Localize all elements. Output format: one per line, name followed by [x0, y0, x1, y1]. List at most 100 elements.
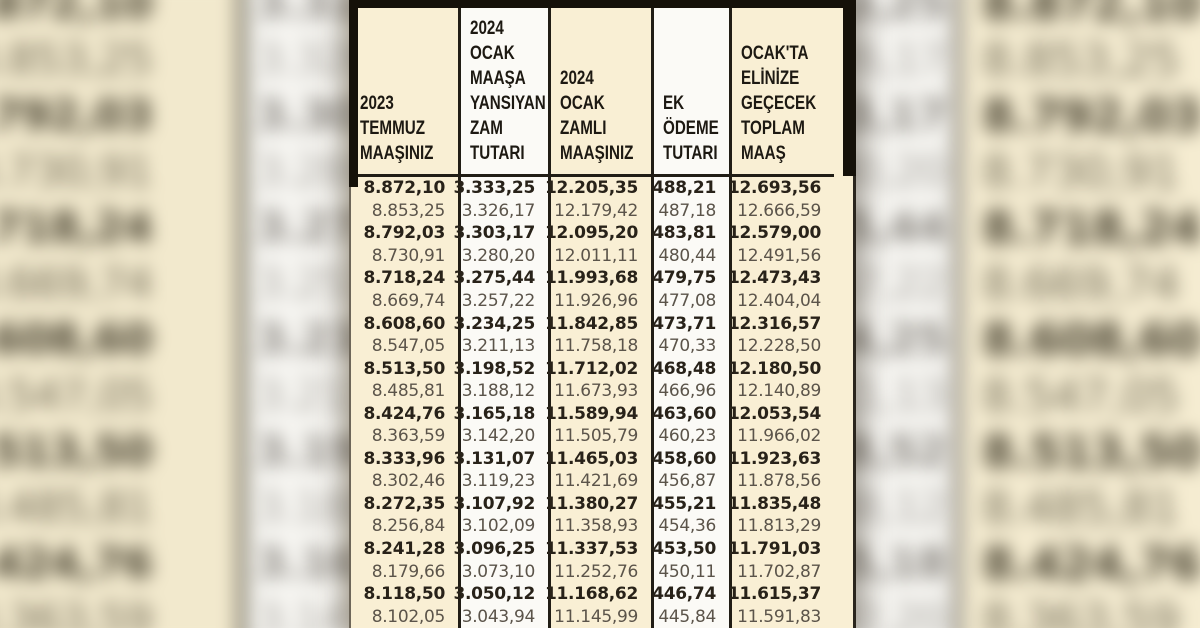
- background-blurred-number: 8.547,05: [0, 371, 153, 421]
- table-cell: 11.591,83: [737, 606, 821, 627]
- table-cell: 3.043,94: [461, 606, 536, 627]
- table-cell: 11.926,96: [554, 291, 638, 311]
- table-cell: 8.118,50: [363, 584, 446, 605]
- table-cell: 11.842,85: [544, 313, 638, 334]
- table-cell: 12.205,35: [544, 178, 638, 199]
- column-header-salary-july-2023: 2023 TEMMUZ MAAŞINIZ: [351, 8, 458, 177]
- table-body-edge-left: [349, 186, 351, 628]
- background-blurred-number: 8.513,50: [0, 427, 153, 477]
- table-cell: 470,33: [658, 336, 716, 357]
- table-cell: 3.107,92: [453, 493, 536, 514]
- table-cell: 460,23: [658, 426, 716, 447]
- column-extra-payment: EK ÖDEME TUTARI 488,21 487,18 483,81 480,44 4…: [651, 8, 729, 628]
- background-blurred-number: 8.730,91: [0, 147, 153, 197]
- table-cell: 3.073,10: [461, 561, 536, 582]
- table-cell: 8.669,74: [371, 291, 446, 311]
- table-cell: 466,96: [658, 381, 716, 402]
- table-cell: 3.142,20: [461, 426, 536, 447]
- table-cell: 11.878,56: [737, 471, 821, 492]
- table-cell: 12.053,54: [727, 403, 821, 424]
- table-cell: 3.165,18: [453, 403, 536, 424]
- table-cell: 12.693,56: [727, 178, 821, 199]
- background-blurred-number: 8.363,59: [982, 593, 1180, 628]
- table-cell: 11.835,48: [727, 493, 821, 514]
- table-cell: 8.363,59: [371, 426, 446, 447]
- background-cream-band-left: [0, 0, 238, 628]
- background-blurred-number: 8.485,81: [982, 481, 1180, 535]
- salary-table: 2023 TEMMUZ MAAŞINIZ 8.872,10 8.853,25 8.79…: [349, 0, 856, 628]
- table-cell: 11.465,03: [544, 448, 638, 469]
- table-cell: 8.872,10: [363, 178, 446, 199]
- table-cell: 11.712,02: [544, 358, 638, 379]
- table-cell: 12.404,04: [737, 291, 821, 311]
- background-blurred-number: 8.547,05: [982, 369, 1180, 423]
- table-cell: 12.316,57: [727, 313, 821, 334]
- table-cell: 483,81: [652, 223, 716, 244]
- background-blurred-number: 8.872,10: [982, 0, 1200, 31]
- table-cell: 3.333,25: [453, 178, 536, 199]
- table-cell: 480,44: [658, 245, 716, 266]
- table-cell: 12.179,42: [554, 200, 638, 221]
- table-cell: 8.256,84: [371, 516, 446, 537]
- background-blurred-number: 8.485,81: [0, 483, 153, 533]
- table-cell: 12.095,20: [544, 223, 638, 244]
- table-cell: 8.513,50: [363, 358, 446, 379]
- background-blurred-number: 8.513,50: [982, 425, 1200, 479]
- table-cell: 3.303,17: [453, 223, 536, 244]
- background-blurred-number: 8.853,25: [982, 33, 1180, 87]
- background-blurred-number: 8.872,10: [0, 0, 153, 29]
- background-blurred-number: 8.718,24: [982, 201, 1200, 255]
- table-cell: 458,60: [652, 448, 716, 469]
- table-cell: 3.257,22: [461, 291, 536, 311]
- table-cell: 463,60: [652, 403, 716, 424]
- table-cell: 3.198,52: [453, 358, 536, 379]
- table-cell: 3.096,25: [453, 539, 536, 560]
- table-cell: 11.791,03: [727, 539, 821, 560]
- column-header-label: 2024 OCAK MAAŞA YANSIYAN ZAM TUTARI: [470, 18, 546, 164]
- table-cell: 11.813,29: [737, 516, 821, 537]
- background-blurred-numbers: 8.872,10 8.853,25 8.792,03 8.730,91 8.718,24…: [0, 0, 153, 628]
- table-cell: 477,08: [658, 291, 716, 311]
- column-raised-salary-2024: 2024 OCAK ZAMLI MAAŞINIZ 12.205,35 12.179,…: [544, 8, 651, 628]
- column-total-in-january: OCAK'TA ELİNİZE GEÇECEK TOPLAM MAAŞ 12.69…: [727, 8, 834, 628]
- table-cell: 8.792,03: [363, 223, 446, 244]
- table-cell: 8.853,25: [371, 200, 446, 221]
- background-divider-left: [236, 0, 248, 628]
- background-blurred-number: 8.792,03: [982, 89, 1200, 143]
- table-cell: 12.473,43: [727, 268, 821, 289]
- table-cell: 8.272,35: [363, 493, 446, 514]
- table-body-edge-right: [853, 175, 856, 628]
- table-cell: 11.702,87: [737, 561, 821, 582]
- table-cell: 3.050,12: [453, 584, 536, 605]
- column-header-label: OCAK'TA ELİNİZE GEÇECEK TOPLAM MAAŞ: [741, 43, 817, 164]
- table-cell: 8.333,96: [363, 448, 446, 469]
- table-cell: 12.579,00: [727, 223, 821, 244]
- background-blurred-number: 8.669,74: [982, 257, 1180, 311]
- table-frame-right: [843, 0, 856, 176]
- table-cell: 8.608,60: [363, 313, 446, 334]
- table-cell: 12.491,56: [737, 245, 821, 266]
- table-cell: 11.252,76: [554, 561, 638, 582]
- table-frame-top: [349, 0, 856, 8]
- column-header-label: 2024 OCAK ZAMLI MAAŞINIZ: [560, 68, 634, 164]
- background-blurred-number: 8.424,76: [0, 539, 153, 589]
- table-cell: 3.234,25: [453, 313, 536, 334]
- background-blurred-number: 8.608,60: [982, 313, 1200, 367]
- table-cell: 11.380,27: [544, 493, 638, 514]
- table-cell: 8.302,46: [371, 471, 446, 492]
- table-cell: 455,21: [652, 493, 716, 514]
- column-header-label: 2023 TEMMUZ MAAŞINIZ: [360, 93, 434, 164]
- column-header-raised-salary-2024: 2024 OCAK ZAMLI MAAŞINIZ: [551, 8, 651, 177]
- table-cell: 8.485,81: [371, 381, 446, 402]
- table-cell: 12.180,50: [727, 358, 821, 379]
- table-cell: 12.666,59: [737, 200, 821, 221]
- table-cell: 8.241,28: [363, 539, 446, 560]
- table-cell: 479,75: [652, 268, 716, 289]
- table-cell: 445,84: [658, 606, 716, 627]
- table-cell: 11.673,93: [554, 381, 638, 402]
- table-cell: 11.758,18: [554, 336, 638, 357]
- background-blurred-number: 8.363,59: [0, 595, 153, 628]
- table-cell: 3.211,13: [461, 336, 536, 357]
- column-salary-july-2023: 2023 TEMMUZ MAAŞINIZ 8.872,10 8.853,25 8.79…: [351, 8, 458, 628]
